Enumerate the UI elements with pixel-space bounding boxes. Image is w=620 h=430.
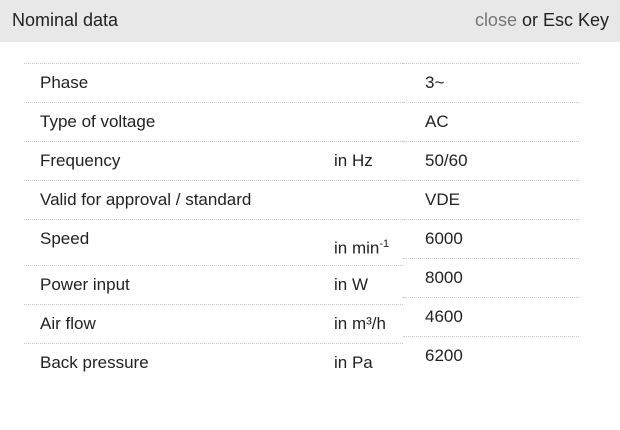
unit-text: in W <box>334 275 368 294</box>
row-value: 6200 <box>425 346 463 365</box>
row-value: 50/60 <box>425 151 468 170</box>
unit-text: in Hz <box>334 151 373 170</box>
row-unit: in Pa <box>334 353 373 373</box>
row-label: Type of voltage <box>40 112 156 131</box>
row-unit: in min-1 <box>334 234 389 259</box>
row-separator <box>24 265 403 266</box>
row-label: Back pressure <box>40 353 149 372</box>
row-separator <box>24 304 403 305</box>
row-separator <box>24 180 403 181</box>
close-hint: close or Esc Key <box>475 10 609 31</box>
close-link[interactable]: close <box>474 10 517 30</box>
row-value: 3~ <box>425 73 445 92</box>
value-separator <box>403 102 579 103</box>
row-unit: in W <box>334 275 368 295</box>
row-label: Speed <box>40 229 90 248</box>
value-separator <box>403 63 579 64</box>
unit-text: in min <box>334 238 380 258</box>
header: Nominal data close or Esc Key <box>0 0 620 42</box>
header-title: Nominal data <box>12 10 119 30</box>
row-separator <box>24 343 403 344</box>
row-value: VDE <box>425 190 460 209</box>
row-label: Phase <box>40 73 89 92</box>
value-separator <box>403 180 579 181</box>
row-value: 6000 <box>425 229 463 248</box>
row-label: Air flow <box>40 314 96 333</box>
row-unit: in Hz <box>334 151 373 171</box>
value-separator <box>403 219 579 220</box>
row-label: Power input <box>40 275 130 294</box>
row-separator <box>24 102 403 103</box>
row-label: Valid for approval / standard <box>40 190 252 209</box>
value-separator <box>403 258 579 259</box>
row-label: Frequency <box>40 151 121 170</box>
value-separator <box>403 297 579 298</box>
row-value: 8000 <box>425 268 463 287</box>
value-separator <box>403 336 579 337</box>
value-separator <box>403 141 579 142</box>
row-unit: in m³/h <box>334 314 386 334</box>
row-separator <box>24 63 403 64</box>
unit-text: in Pa <box>334 353 373 372</box>
row-value: AC <box>425 112 449 131</box>
row-separator <box>24 219 403 220</box>
unit-text: in m³/h <box>334 314 386 333</box>
row-separator <box>24 141 403 142</box>
hint-text: or Esc Key <box>516 10 609 30</box>
unit-superscript: -1 <box>379 238 390 250</box>
row-value: 4600 <box>425 307 463 326</box>
